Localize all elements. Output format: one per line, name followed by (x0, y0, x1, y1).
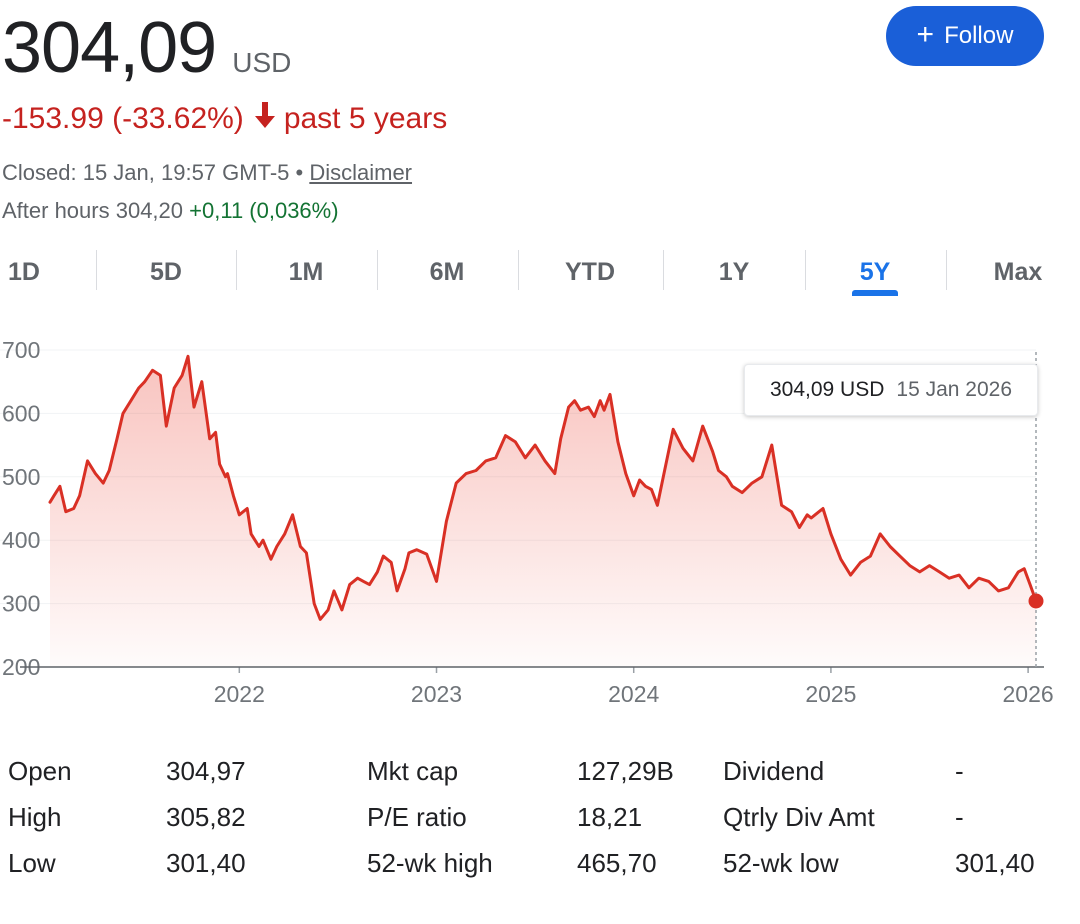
y-tick-label: 400 (2, 527, 40, 553)
tab-divider (805, 250, 806, 290)
range-tabs: 1D 5D 1M 6M YTD 1Y 5Y Max (0, 244, 1080, 300)
x-tick-label: 2025 (805, 681, 856, 707)
tooltip-value: 304,09 USD (769, 378, 885, 401)
x-tick-label: 2024 (608, 681, 659, 707)
tab-label: 6M (429, 257, 465, 286)
x-tick-label: 2026 (1003, 681, 1054, 707)
y-tick-label: 300 (2, 591, 40, 617)
tab-divider (663, 250, 664, 290)
y-tick-label: 700 (2, 337, 40, 363)
stat-label: Low (8, 848, 56, 878)
tab-5d[interactable]: 5D (131, 244, 201, 300)
tab-label: 1M (288, 257, 324, 286)
tab-divider (96, 250, 97, 290)
tooltip-date: 15 Jan 2026 (896, 378, 1012, 401)
plus-icon: + (916, 17, 935, 51)
tab-divider (946, 250, 947, 290)
stat-value: - (955, 756, 964, 786)
stat-value: - (955, 802, 964, 832)
closed-text: Closed: 15 Jan, 19:57 GMT-5 • (2, 160, 304, 185)
stat-label: Open (8, 756, 72, 786)
change-period: past 5 years (283, 102, 448, 135)
stat-label: High (8, 802, 62, 832)
closed-info: Closed: 15 Jan, 19:57 GMT-5 • Disclaimer (2, 160, 412, 186)
tab-1y[interactable]: 1Y (699, 244, 769, 300)
tab-divider (236, 250, 237, 290)
stat-label: Qtrly Div Amt (723, 802, 875, 832)
tab-6m[interactable]: 6M (412, 244, 482, 300)
stat-label: Dividend (723, 756, 825, 786)
series-line (48, 354, 1038, 621)
stat-label: 52-wk low (723, 848, 839, 878)
tab-label: 1Y (718, 257, 750, 286)
currency-label: USD (232, 47, 292, 78)
arrow-down-icon (254, 102, 276, 136)
after-hours-label: After hours 304,20 (2, 198, 184, 223)
stat-value: 305,82 (166, 802, 246, 832)
tab-label: YTD (565, 257, 615, 286)
tab-label: 5Y (859, 257, 891, 286)
tab-label: 1D (8, 257, 40, 286)
follow-button[interactable]: + Follow (886, 6, 1044, 66)
tab-divider (518, 250, 519, 290)
stat-value: 301,40 (955, 848, 1035, 878)
active-tab-indicator (852, 290, 898, 296)
tab-1d[interactable]: 1D (0, 244, 48, 300)
tab-label: 5D (150, 257, 182, 286)
stat-label: Mkt cap (367, 756, 459, 786)
stat-label: P/E ratio (367, 802, 467, 832)
y-tick-label: 500 (2, 464, 40, 490)
stat-value: 18,21 (577, 802, 643, 832)
tab-max[interactable]: Max (978, 244, 1058, 300)
x-tick-label: 2022 (214, 681, 265, 707)
price-change: -153.99 (-33.62%) past 5 years (2, 102, 447, 136)
chart-tooltip: 304,09 USD 15 Jan 2026 (744, 364, 1038, 416)
price-header: 304,09 USD (2, 6, 291, 90)
tab-ytd[interactable]: YTD (550, 244, 630, 300)
change-value: -153.99 (-33.62%) (2, 102, 244, 135)
stat-value: 127,29B (577, 756, 674, 786)
x-tick-label: 2023 (411, 681, 462, 707)
stat-value: 304,97 (166, 756, 246, 786)
disclaimer-link[interactable]: Disclaimer (309, 160, 413, 185)
area-fill (50, 356, 1036, 667)
after-hours-change: +0,11 (0,036%) (189, 198, 339, 223)
tab-5y[interactable]: 5Y (840, 244, 910, 300)
follow-label: Follow (944, 22, 1014, 49)
stat-value: 465,70 (577, 848, 657, 878)
tab-1m[interactable]: 1M (271, 244, 341, 300)
stat-value: 301,40 (166, 848, 246, 878)
stat-label: 52-wk high (367, 848, 493, 878)
tab-label: Max (993, 257, 1043, 286)
after-hours-info: After hours 304,20 +0,11 (0,036%) (2, 198, 339, 224)
tab-divider (377, 250, 378, 290)
y-tick-label: 600 (2, 400, 40, 426)
current-point-marker (1028, 593, 1044, 609)
current-price: 304,09 (2, 8, 217, 88)
